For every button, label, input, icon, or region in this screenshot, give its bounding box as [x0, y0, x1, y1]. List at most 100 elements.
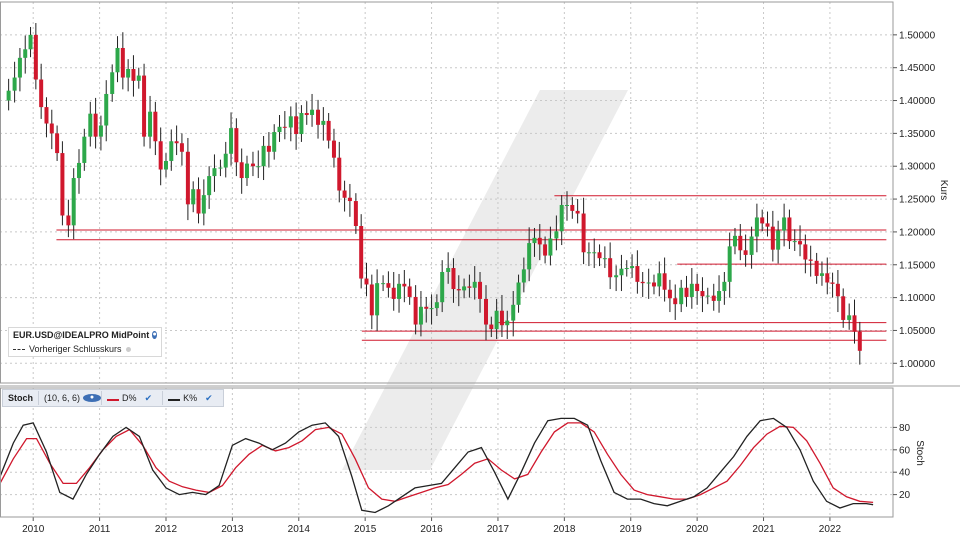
candle-down: [684, 287, 689, 297]
candle-down: [331, 140, 336, 158]
candle-up: [17, 57, 22, 78]
time-tick-label: 2014: [288, 524, 311, 535]
candle-down: [174, 141, 179, 144]
stoch-legend[interactable]: Stoch (10, 6, 6) ● D% ✔ K% ✔: [2, 389, 224, 407]
candle-down: [478, 281, 483, 299]
time-tick-label: 2011: [89, 524, 111, 535]
watermark-logo: [342, 90, 628, 470]
previous-close-label: Vorheriger Schlusskurs: [29, 344, 122, 354]
candle-up: [261, 145, 266, 167]
candle-down: [402, 283, 407, 287]
candle-up: [792, 241, 797, 243]
pin-icon[interactable]: ●: [152, 331, 157, 339]
time-tick-label: 2022: [819, 524, 842, 535]
price-axis-label: Kurs: [938, 180, 949, 201]
candle-down: [33, 34, 38, 80]
candle-up: [23, 49, 28, 58]
candle-up: [446, 268, 451, 272]
candle-down: [359, 226, 364, 279]
candle-up: [136, 75, 141, 81]
candle-up: [77, 162, 82, 179]
candle-up: [511, 304, 516, 321]
candle-up: [88, 113, 93, 137]
time-tick-label: 2012: [155, 524, 178, 535]
candle-up: [104, 93, 109, 126]
price-tick-label: 1.30000: [899, 162, 936, 173]
candle-up: [727, 246, 732, 282]
candle-down: [835, 283, 840, 297]
candle-down: [456, 289, 461, 291]
candle-down: [142, 75, 147, 137]
checkmark-icon[interactable]: ✔: [205, 392, 213, 403]
candle-up: [732, 235, 737, 247]
candle-up: [218, 167, 223, 169]
candle-down: [662, 273, 667, 290]
candle-down: [326, 120, 331, 141]
price-tick-label: 1.15000: [899, 260, 936, 271]
candle-up: [657, 273, 662, 287]
stoch-tick-label: 80: [899, 423, 911, 434]
candle-up: [532, 237, 537, 244]
candle-down: [250, 163, 255, 167]
candle-up: [722, 281, 727, 292]
d-swatch-icon: [107, 398, 120, 401]
checkmark-icon[interactable]: ✔: [144, 392, 153, 403]
stoch-lines: [0, 417, 874, 514]
candle-down: [825, 273, 830, 283]
candle-down: [808, 259, 813, 261]
candle-down: [537, 237, 542, 245]
candle-down: [651, 282, 656, 287]
candle-down: [66, 215, 71, 226]
candle-down: [667, 289, 672, 299]
stoch-tick-label: 60: [899, 445, 911, 456]
candle-down: [239, 162, 244, 179]
candle-down: [93, 113, 98, 137]
candle-up: [429, 308, 434, 310]
price-tick-label: 1.20000: [899, 227, 936, 238]
stoch-title: Stoch: [8, 393, 34, 403]
candle-down: [765, 223, 770, 227]
k-swatch-icon: [168, 398, 181, 401]
visibility-icon[interactable]: [125, 346, 131, 352]
candle-up: [527, 243, 532, 270]
candle-down: [711, 295, 716, 301]
candle-up: [689, 283, 694, 297]
candle-down: [39, 79, 44, 108]
candle-up: [717, 291, 722, 301]
candle-up: [381, 283, 386, 285]
candle-up: [679, 287, 684, 305]
candle-down: [489, 324, 494, 330]
candle-up: [6, 90, 11, 101]
k-series-label: K%: [183, 392, 198, 403]
candle-down: [635, 266, 640, 282]
candle-up: [559, 204, 564, 232]
pin-icon[interactable]: ●: [83, 394, 102, 402]
time-tick-label: 2021: [752, 524, 775, 535]
stoch-axis-label: Stoch: [914, 440, 925, 466]
candle-down: [597, 252, 602, 259]
candle-down: [803, 244, 808, 260]
candle-up: [277, 126, 282, 133]
price-legend[interactable]: EUR.USD@IDEALPRO MidPoint ● Vorheriger S…: [8, 327, 162, 357]
candle-down: [413, 296, 418, 325]
watermark-slash: [342, 90, 628, 470]
candle-up: [646, 282, 651, 284]
time-tick-label: 2010: [22, 524, 45, 535]
candlesticks: [6, 23, 862, 365]
price-tick-label: 1.25000: [899, 195, 936, 206]
candle-up: [191, 189, 196, 205]
candle-up: [754, 217, 759, 237]
candle-down: [760, 217, 765, 224]
time-tick-label: 2018: [553, 524, 576, 535]
candle-up: [201, 195, 206, 214]
stoch-params: (10, 6, 6): [44, 393, 81, 403]
candle-up: [397, 283, 402, 299]
candle-down: [543, 244, 548, 256]
candle-up: [462, 286, 467, 291]
candle-up: [163, 160, 168, 170]
candle-up: [586, 252, 591, 254]
candle-up: [602, 258, 607, 260]
candle-up: [310, 109, 315, 115]
candle-down: [44, 107, 49, 124]
